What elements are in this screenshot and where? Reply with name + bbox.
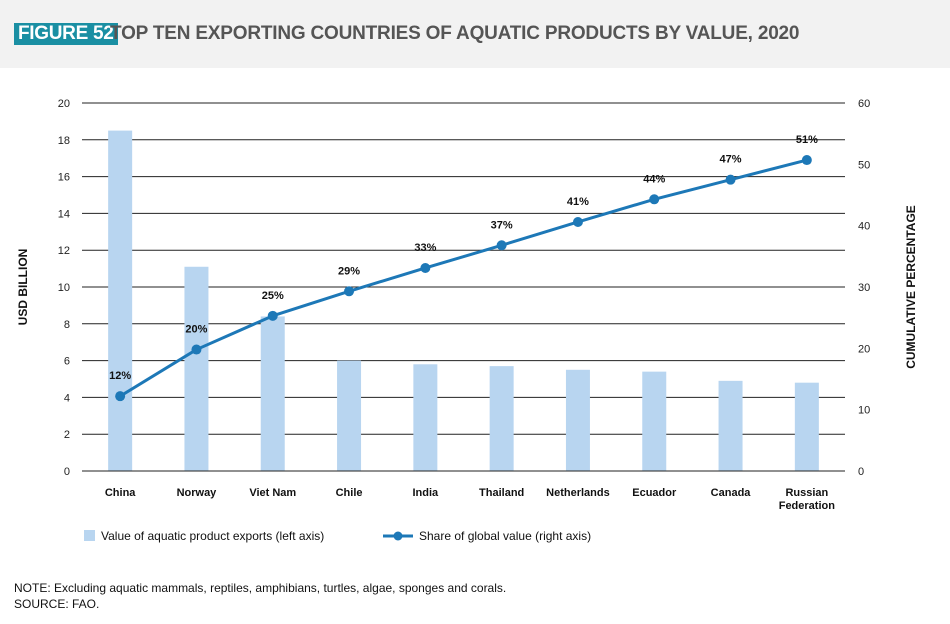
data-label: 47% bbox=[720, 154, 742, 166]
data-label: 44% bbox=[643, 173, 665, 185]
share-point-7 bbox=[649, 194, 660, 205]
bar-9 bbox=[794, 382, 819, 471]
figure-title: TOP TEN EXPORTING COUNTRIES OF AQUATIC P… bbox=[110, 23, 800, 44]
y2-tick-label: 10 bbox=[858, 405, 870, 417]
share-point-5 bbox=[496, 240, 507, 251]
x-tick-label: Russian bbox=[785, 487, 828, 499]
y-tick-label: 8 bbox=[64, 319, 70, 331]
figure-source: SOURCE: FAO. bbox=[14, 597, 100, 611]
share-line bbox=[119, 158, 808, 398]
bar-3 bbox=[337, 360, 362, 471]
y2-tick-label: 40 bbox=[858, 221, 870, 233]
share-point-0 bbox=[115, 391, 126, 402]
data-label: 37% bbox=[491, 219, 513, 231]
data-label: 33% bbox=[414, 242, 436, 254]
y-tick-label: 2 bbox=[64, 429, 70, 441]
x-tick-label: Netherlands bbox=[546, 487, 610, 499]
share-point-9 bbox=[801, 155, 812, 166]
y-tick-label: 16 bbox=[58, 172, 70, 184]
data-label: 25% bbox=[262, 290, 284, 302]
bar-8 bbox=[718, 380, 743, 471]
data-label: 20% bbox=[185, 324, 207, 336]
x-tick-label: India bbox=[413, 487, 440, 499]
bar-6 bbox=[565, 369, 590, 471]
x-tick-label: Viet Nam bbox=[249, 487, 296, 499]
y2-tick-label: 60 bbox=[858, 98, 870, 110]
data-label: 41% bbox=[567, 196, 589, 208]
share-point-8 bbox=[725, 174, 736, 185]
chart: 0 2 4 6 8 10 12 14 16 18 20 0 10 20 30 40 50 60 USD BILLIO… bbox=[16, 98, 918, 543]
data-label: 29% bbox=[338, 265, 360, 277]
y-tick-label: 4 bbox=[64, 392, 70, 404]
legend-bar-swatch bbox=[84, 530, 95, 541]
figure-footer: NOTE: Excluding aquatic mammals, reptile… bbox=[14, 580, 506, 612]
bar-7 bbox=[642, 371, 667, 471]
bar-1 bbox=[184, 266, 209, 471]
x-tick-label: Ecuador bbox=[632, 487, 677, 499]
share-point-3 bbox=[344, 286, 355, 297]
bar-2 bbox=[260, 316, 285, 471]
y-tick-label: 10 bbox=[58, 282, 70, 294]
bar-5 bbox=[489, 366, 514, 471]
share-point-2 bbox=[267, 310, 278, 321]
x-tick-label: Chile bbox=[336, 487, 363, 499]
legend-line-marker bbox=[393, 531, 403, 541]
legend-line-label: Share of global value (right axis) bbox=[419, 529, 591, 543]
data-label: 12% bbox=[109, 370, 131, 382]
y2-tick-label: 50 bbox=[858, 159, 870, 171]
y-tick-label: 6 bbox=[64, 356, 70, 368]
share-point-1 bbox=[191, 344, 202, 355]
y2-axis-title: CUMULATIVE PERCENTAGE bbox=[904, 205, 918, 369]
figure-label: FIGURE 52 bbox=[14, 23, 118, 45]
y-tick-label: 0 bbox=[64, 466, 70, 478]
x-tick-label: Norway bbox=[177, 487, 218, 499]
figure-header: FIGURE 52 TOP TEN EXPORTING COUNTRIES OF… bbox=[0, 0, 950, 68]
bar-4 bbox=[413, 364, 438, 471]
share-point-6 bbox=[572, 216, 583, 227]
legend-bar-label: Value of aquatic product exports (left a… bbox=[101, 529, 324, 543]
x-tick-label: Thailand bbox=[479, 487, 524, 499]
data-label: 51% bbox=[796, 134, 818, 146]
y-tick-label: 14 bbox=[58, 208, 70, 220]
figure-note: NOTE: Excluding aquatic mammals, reptile… bbox=[14, 581, 507, 595]
y2-tick-label: 30 bbox=[858, 282, 870, 294]
y-axis-title: USD BILLION bbox=[16, 249, 30, 326]
y2-tick-label: 20 bbox=[858, 343, 870, 355]
y-tick-label: 12 bbox=[58, 245, 70, 257]
y-tick-label: 20 bbox=[58, 98, 70, 110]
bar-0 bbox=[108, 130, 133, 471]
x-tick-label: Federation bbox=[779, 500, 836, 512]
y2-tick-label: 0 bbox=[858, 466, 864, 478]
share-point-4 bbox=[420, 262, 431, 273]
x-tick-label: Canada bbox=[711, 487, 752, 499]
x-tick-label: China bbox=[105, 487, 136, 499]
y-tick-label: 18 bbox=[58, 135, 70, 147]
